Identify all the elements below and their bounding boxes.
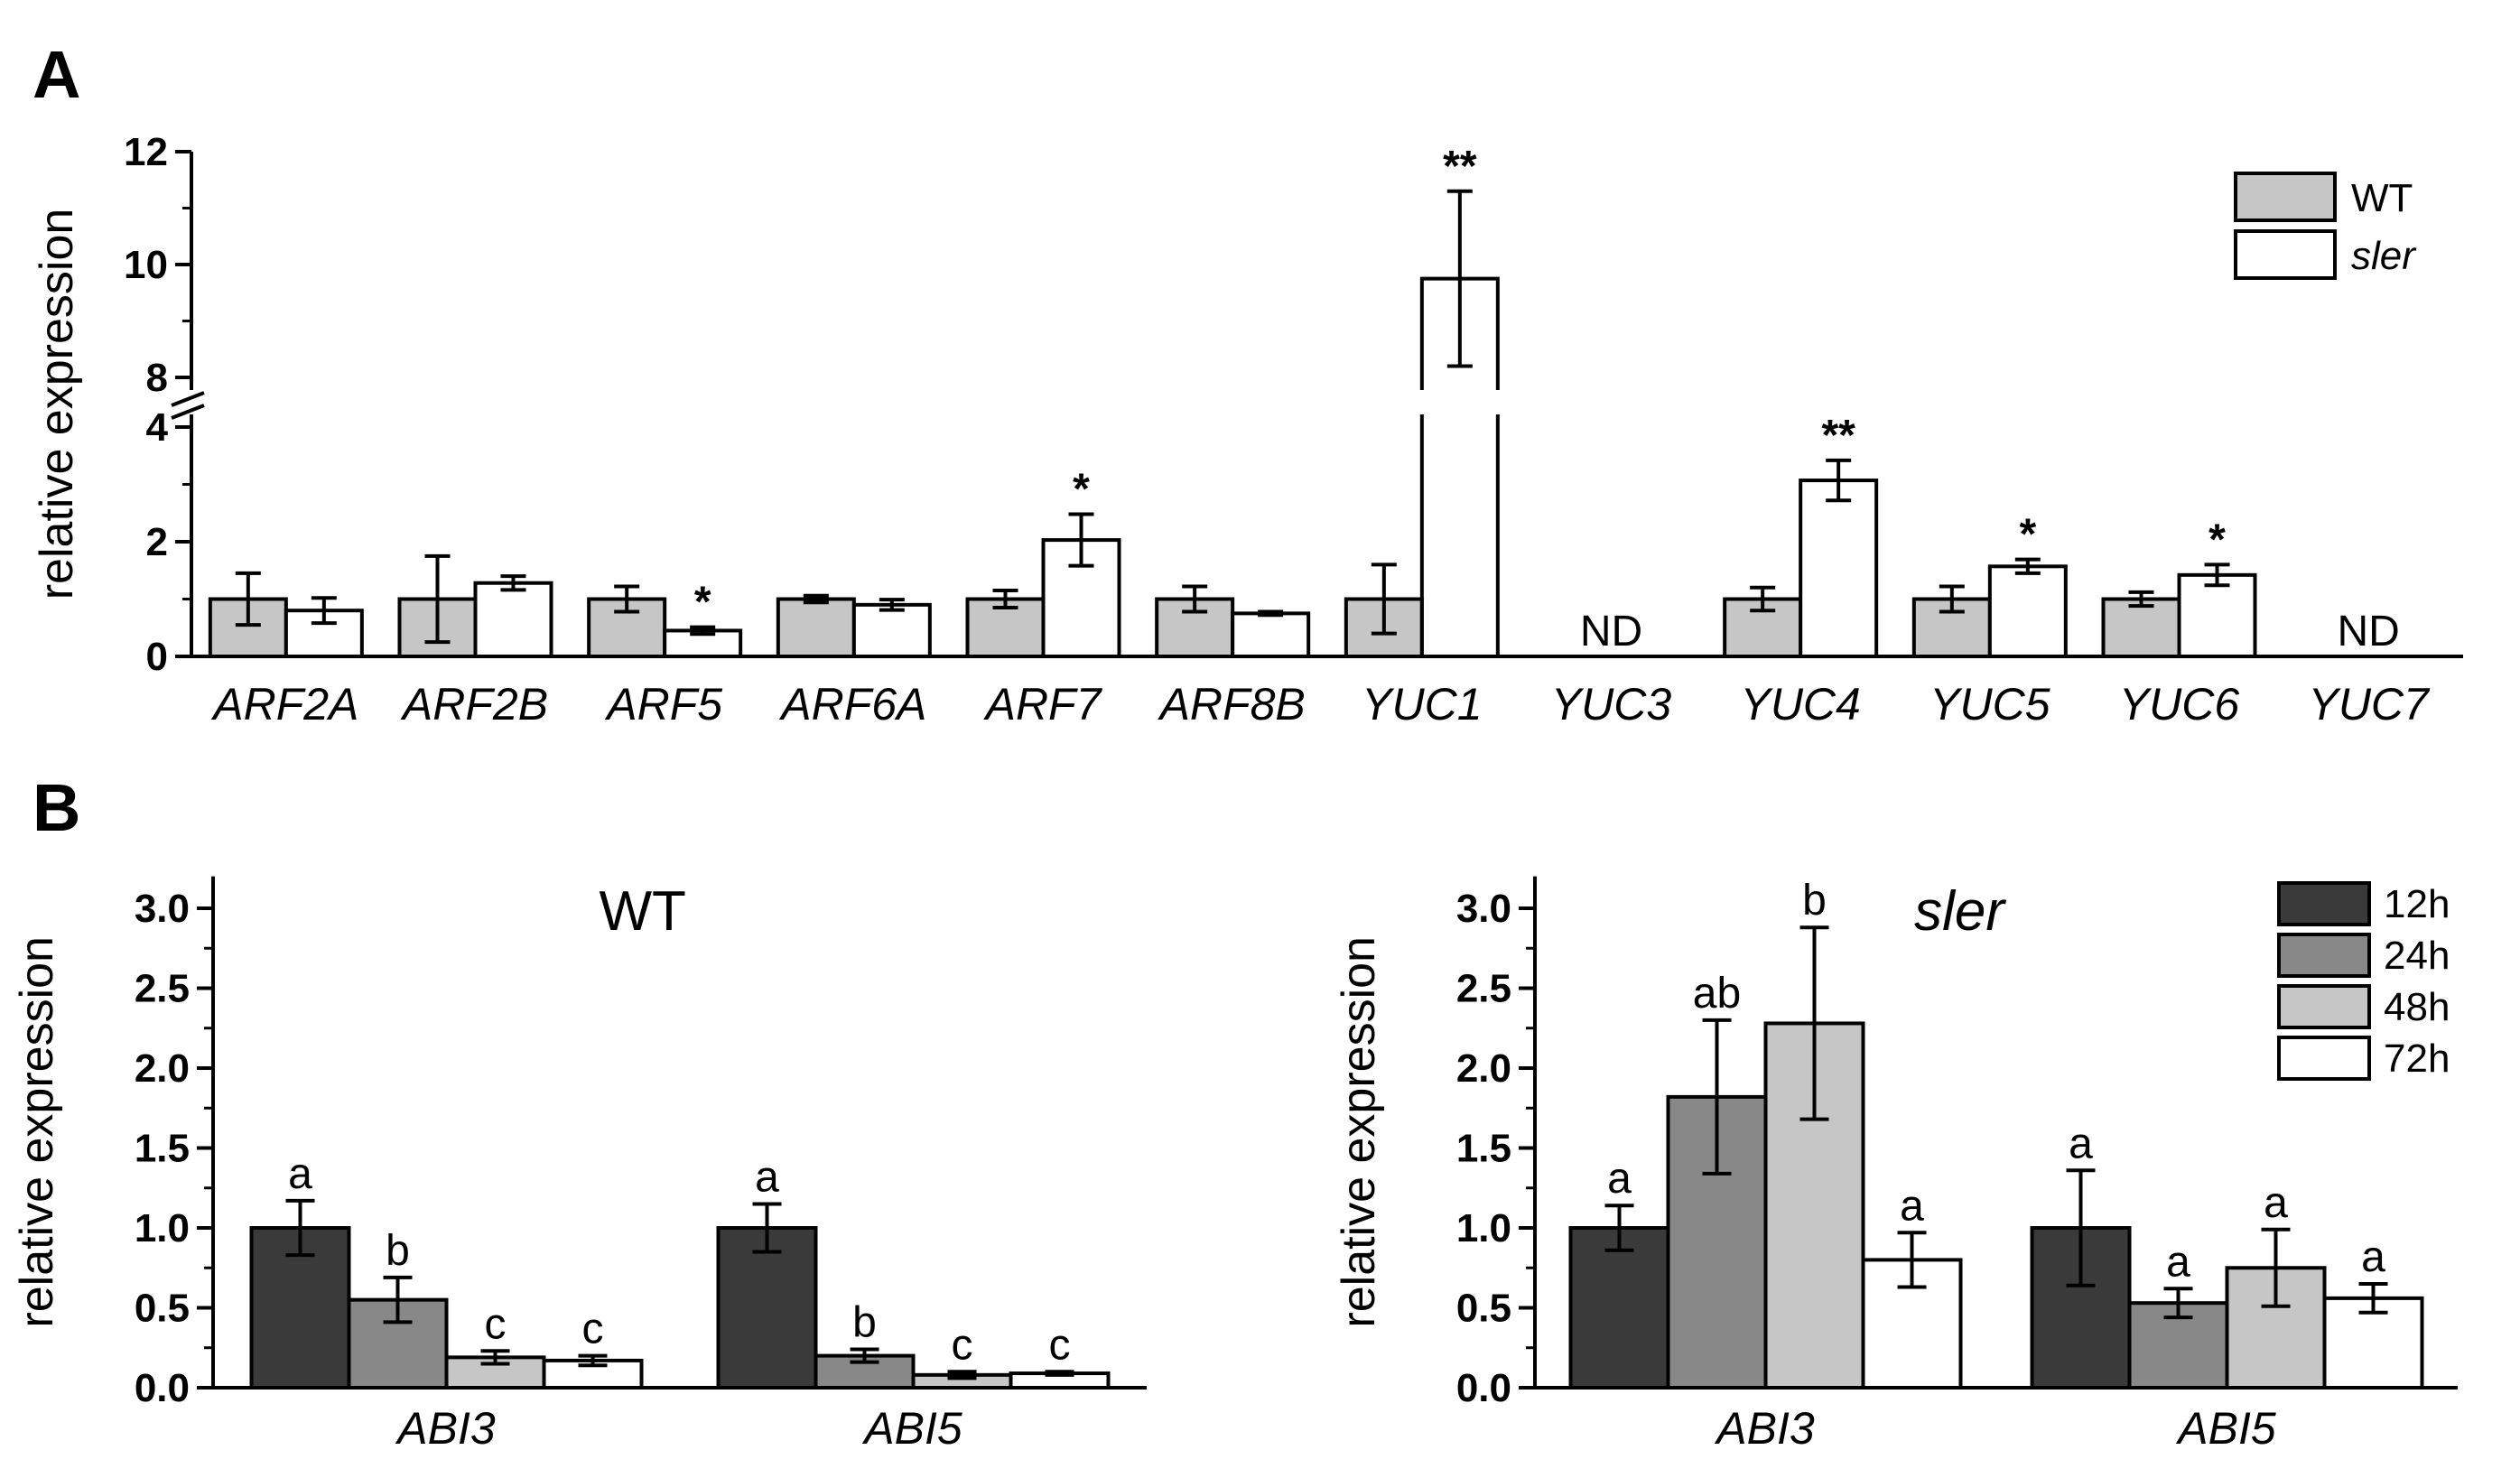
x-tick-label: ARF6A <box>778 679 926 730</box>
legend-swatch-sler <box>2234 229 2337 280</box>
x-tick-label: ABI3 <box>1714 1403 1815 1454</box>
legend-label: 12h <box>2384 882 2450 926</box>
x-tick-label: YUC1 <box>1362 679 1482 730</box>
panel-label-a: A <box>33 37 80 112</box>
significance-letter: a <box>1900 1182 1924 1230</box>
significance-letter: c <box>582 1306 604 1353</box>
panel-title: WT <box>599 880 685 943</box>
x-tick-label: ARF8B <box>1158 679 1306 730</box>
legend-label: 24h <box>2384 934 2450 978</box>
y-tick-label: 0 <box>146 635 168 679</box>
x-tick-label: ARF2A <box>210 679 358 730</box>
y-tick-label: 1.0 <box>135 1206 190 1250</box>
significance-mark: ** <box>1821 412 1855 460</box>
legend-swatch-WT <box>2234 172 2337 222</box>
significance-mark: ** <box>1443 143 1477 191</box>
significance-letter: a <box>2361 1233 2385 1281</box>
panel-title: sler <box>1914 880 2006 943</box>
significance-letter: a <box>2166 1238 2190 1286</box>
bar-72h-ABI3 <box>542 1358 644 1390</box>
y-tick-label: 4 <box>146 405 169 450</box>
y-tick-label: 1.5 <box>135 1127 190 1171</box>
x-tick-label: ARF7 <box>983 679 1103 730</box>
y-tick-label: 2.0 <box>135 1046 190 1091</box>
significance-letter: c <box>1049 1321 1071 1369</box>
y-tick-label: 3.0 <box>135 887 190 931</box>
significance-mark: * <box>694 579 711 627</box>
y-tick-label: 1.5 <box>1456 1127 1511 1171</box>
chart-b-wt: 0.0 0.5 1.0 1.5 2.0 2.5 3.0 relative expression… <box>11 876 1147 1454</box>
significance-letter: a <box>2069 1120 2093 1167</box>
x-tick-label: YUC4 <box>1740 679 1860 730</box>
significance-letter: a <box>1607 1155 1632 1203</box>
y-tick-label: 2.0 <box>1456 1046 1511 1091</box>
significance-letter: a <box>2264 1179 2288 1227</box>
bar-sler-ARF2B <box>473 581 553 658</box>
y-tick-label: 2.5 <box>1456 967 1511 1011</box>
y-tick-label: 8 <box>146 356 168 400</box>
legend-swatch-48h <box>2277 984 2371 1029</box>
x-tick-label: YUC6 <box>2119 679 2240 730</box>
bar-WT-ARF6A <box>776 597 856 658</box>
chart-a: 0 2 4 8 10 12 relative expression ARF2A ARF2B ARF… <box>31 130 2463 730</box>
y-axis-label: relative expression <box>1333 936 1385 1328</box>
not-detected-label: ND <box>1580 608 1642 655</box>
y-axis-label: relative expression <box>31 209 83 600</box>
significance-mark: * <box>2208 516 2226 563</box>
x-tick-label: YUC5 <box>1930 679 2050 730</box>
y-tick-label: 0.0 <box>135 1366 190 1410</box>
bar-12h-ABI3 <box>1568 1226 1670 1390</box>
significance-mark: * <box>2019 511 2036 559</box>
legend-swatch-24h <box>2277 933 2371 978</box>
legend-label: sler <box>2351 234 2417 278</box>
chart-b-sler: 0.0 0.5 1.0 1.5 2.0 2.5 3.0 relative expression… <box>1333 876 2458 1454</box>
x-tick-label: YUC3 <box>1551 679 1672 730</box>
significance-letter: c <box>485 1300 507 1348</box>
x-tick-label: ABI5 <box>2175 1403 2276 1454</box>
y-tick-label: 1.0 <box>1456 1206 1511 1250</box>
y-tick-label: 0.0 <box>1456 1366 1511 1410</box>
bar-sler-ARF8B <box>1231 611 1311 658</box>
significance-letter: c <box>952 1321 973 1369</box>
bar-sler-YUC5 <box>1987 564 2068 658</box>
panel-label-b: B <box>33 770 80 845</box>
bar-sler-ARF6A <box>851 602 932 658</box>
significance-letter: ab <box>1693 970 1741 1018</box>
x-tick-label: YUC7 <box>2308 679 2431 730</box>
y-axis-label: relative expression <box>11 936 63 1328</box>
significance-letter: b <box>852 1299 877 1347</box>
legend-swatch-72h <box>2277 1036 2371 1081</box>
y-tick-label: 2 <box>146 520 168 564</box>
significance-letter: b <box>1802 877 1827 925</box>
not-detected-label: ND <box>2338 608 2400 655</box>
x-tick-label: ARF5 <box>604 679 722 730</box>
legend-label: 72h <box>2384 1036 2450 1081</box>
y-tick-label: 12 <box>124 130 168 174</box>
y-tick-label: 0.5 <box>135 1287 190 1331</box>
legend-label: 48h <box>2384 985 2450 1029</box>
axis-break-mark <box>171 391 205 407</box>
bar-sler-YUC6 <box>2177 572 2257 659</box>
y-tick-label: 2.5 <box>135 967 190 1011</box>
legend-swatch-12h <box>2277 881 2371 926</box>
y-tick-label: 0.5 <box>1456 1287 1511 1331</box>
x-tick-label: ABI3 <box>395 1403 496 1454</box>
significance-letter: b <box>386 1227 410 1275</box>
bar-12h-ABI5 <box>716 1226 818 1390</box>
significance-letter: a <box>288 1150 312 1198</box>
legend-label: WT <box>2351 176 2413 220</box>
x-tick-label: ARF2B <box>400 679 548 730</box>
x-tick-label: ABI5 <box>861 1403 962 1454</box>
bar-sler-YUC4 <box>1799 479 1879 658</box>
y-tick-label: 10 <box>124 243 168 287</box>
axis-break-mark <box>171 404 205 420</box>
significance-letter: a <box>755 1153 779 1201</box>
y-tick-label: 3.0 <box>1456 887 1511 931</box>
significance-mark: * <box>1073 466 1090 514</box>
